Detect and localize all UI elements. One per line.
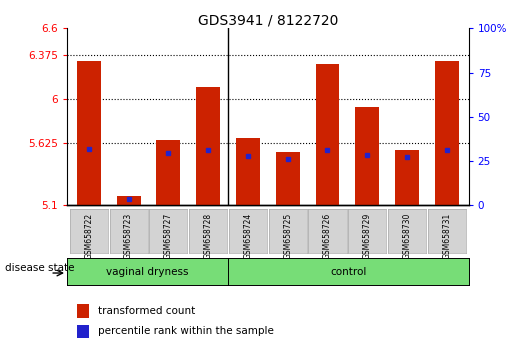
Text: GSM658728: GSM658728 <box>203 212 213 258</box>
Text: GSM658727: GSM658727 <box>164 212 173 259</box>
Bar <box>276 152 300 205</box>
Bar <box>355 107 379 205</box>
Text: GSM658729: GSM658729 <box>363 212 372 259</box>
Title: GDS3941 / 8122720: GDS3941 / 8122720 <box>198 13 338 27</box>
Bar <box>236 138 260 205</box>
Text: percentile rank within the sample: percentile rank within the sample <box>98 326 274 336</box>
Text: GSM658724: GSM658724 <box>244 212 252 259</box>
Text: GSM658731: GSM658731 <box>442 212 451 259</box>
Bar <box>117 196 141 205</box>
Text: GSM658730: GSM658730 <box>403 212 411 259</box>
Bar <box>316 64 339 205</box>
Text: GSM658726: GSM658726 <box>323 212 332 259</box>
Text: GSM658725: GSM658725 <box>283 212 292 259</box>
Bar <box>196 87 220 205</box>
Bar <box>435 61 459 205</box>
Bar <box>157 141 180 205</box>
Text: GSM658723: GSM658723 <box>124 212 133 259</box>
Text: control: control <box>330 267 366 277</box>
Text: transformed count: transformed count <box>98 306 195 316</box>
Bar <box>77 61 101 205</box>
Bar <box>395 150 419 205</box>
Text: GSM658722: GSM658722 <box>84 212 93 258</box>
Text: disease state: disease state <box>5 263 75 273</box>
Text: vaginal dryness: vaginal dryness <box>106 267 188 277</box>
